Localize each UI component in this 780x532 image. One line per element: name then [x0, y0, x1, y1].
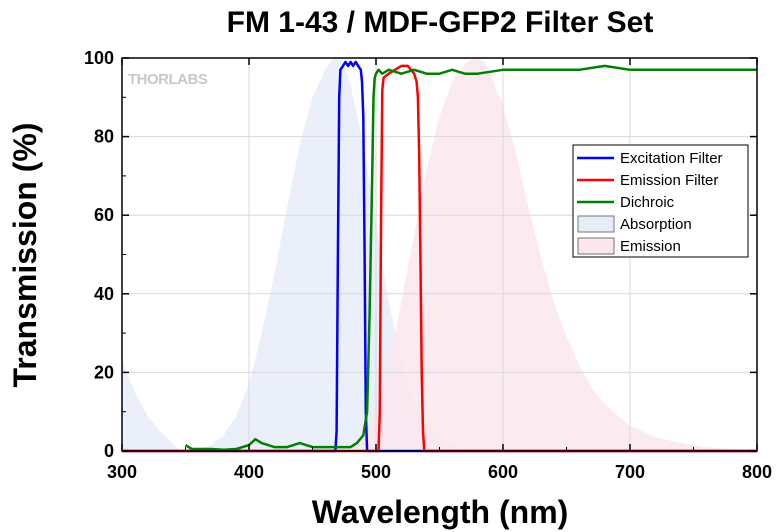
series-area-emission: [350, 58, 757, 451]
series-line-dichroic: [184, 64, 757, 452]
tick-layer: 300 400 500 600 700 800 0 20 40 60 80 100: [84, 48, 772, 482]
y-tick-label: 100: [84, 48, 114, 68]
x-tick-label: 600: [488, 462, 518, 482]
legend-swatch-area: [577, 237, 615, 255]
legend-label: Excitation Filter: [620, 150, 723, 167]
y-tick-label: 20: [94, 362, 114, 382]
y-tick-label: 0: [104, 441, 114, 461]
y-tick-label: 40: [94, 284, 114, 304]
series-area-absorption: [122, 58, 757, 451]
line-layer: [122, 60, 757, 453]
series-line-emission-filter: [122, 64, 757, 453]
area-layer: [122, 58, 757, 451]
legend-label: Absorption: [620, 216, 692, 233]
series-line-excitation-filter: [122, 60, 757, 453]
legend-swatch-area: [577, 215, 615, 233]
legend-label: Emission: [620, 238, 681, 255]
chart-title: FM 1-43 / MDF-GFP2 Filter Set: [227, 6, 654, 39]
x-tick-label: 700: [615, 462, 645, 482]
x-tick-label: 300: [107, 462, 137, 482]
x-tick-label: 500: [361, 462, 391, 482]
legend-label: Dichroic: [620, 194, 675, 211]
y-tick-label: 60: [94, 205, 114, 225]
thorlabs-watermark: THORLABS: [128, 71, 208, 88]
x-tick-label: 400: [234, 462, 264, 482]
y-tick-label: 80: [94, 127, 114, 147]
y-axis-title: Transmission (%): [7, 123, 43, 388]
legend-label: Emission Filter: [620, 172, 718, 189]
legend: Excitation Filter Emission Filter Dichroic…: [572, 144, 749, 258]
x-tick-label: 800: [742, 462, 772, 482]
x-axis-title: Wavelength (nm): [312, 494, 569, 530]
